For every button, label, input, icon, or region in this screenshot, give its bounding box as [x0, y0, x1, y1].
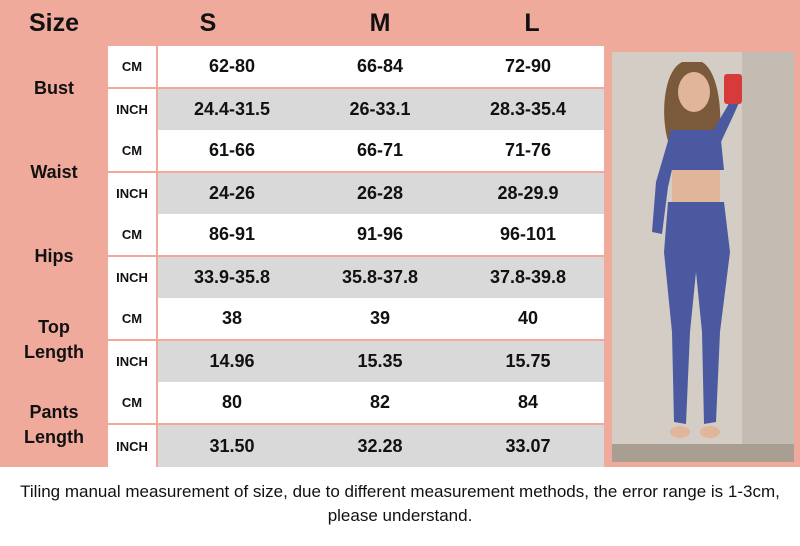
pants-length-cm-m: 82	[369, 392, 391, 412]
size-l-header: L	[524, 9, 540, 37]
size-s-header: S	[199, 9, 217, 37]
pants-length-inch-l: 33.07	[505, 435, 551, 456]
pants-length-cm-unit: CM	[108, 382, 156, 423]
top-length-label-line1: Top	[38, 317, 70, 337]
bust-cm-unit: CM	[108, 46, 156, 87]
waist-cm-l: 71-76	[504, 140, 552, 160]
size-m-header: M	[369, 9, 391, 37]
hips-inch-l: 37.8-39.8	[489, 267, 567, 287]
hips-cm-m: 91-96	[356, 224, 404, 244]
phone	[724, 74, 742, 104]
pants-length-inch-m: 32.28	[357, 435, 403, 456]
model-photo	[612, 52, 794, 462]
model-leggings	[664, 202, 730, 424]
waist-label-text: Waist	[30, 161, 78, 182]
bust-group: Bust CM 62-80 66-84 72-90 INCH 24.4-31.5…	[0, 46, 604, 130]
waist-cm-s: 61-66	[208, 140, 256, 160]
photo-floor	[612, 444, 794, 462]
bust-inch-s: 24.4-31.5	[193, 99, 271, 119]
pants-length-label: Pants Length	[0, 382, 108, 467]
bust-inch-m: 26-33.1	[349, 99, 411, 119]
size-header: Size	[28, 9, 80, 37]
hips-cm-row: 86-91 91-96 96-101	[158, 214, 604, 255]
top-length-inch-l: 15.75	[505, 351, 551, 371]
bust-inch-row: 24.4-31.5 26-33.1 28.3-35.4	[158, 89, 604, 130]
pants-length-cm-l: 84	[517, 392, 539, 412]
bust-label-text: Bust	[34, 77, 74, 98]
pants-length-label-line2: Length	[24, 426, 84, 447]
photo-wall-shadow	[742, 52, 794, 462]
bust-cm-l: 72-90	[504, 56, 552, 76]
model-right-foot	[700, 426, 720, 438]
measurement-note: Tiling manual measurement of size, due t…	[20, 482, 780, 525]
hips-inch-m: 35.8-37.8	[341, 267, 419, 287]
hips-label-text: Hips	[34, 245, 74, 266]
pants-length-inch-s: 31.50	[209, 435, 255, 456]
hips-cm-l: 96-101	[499, 224, 557, 244]
bust-cm-row: 62-80 66-84 72-90	[158, 46, 604, 87]
bust-cm-s: 62-80	[208, 56, 256, 76]
hips-cm-unit: CM	[108, 214, 156, 255]
pants-length-group: Pants Length CM 80 82 84 INCH 31.50 32.2…	[0, 382, 604, 467]
waist-inch-s: 24-26	[208, 183, 256, 203]
hips-inch-s: 33.9-35.8	[193, 267, 271, 287]
model-left-arm	[652, 134, 676, 234]
pants-length-inch-unit: INCH	[108, 425, 156, 467]
top-length-cm-row: 38 39 40	[158, 298, 604, 339]
waist-inch-row: 24-26 26-28 28-29.9	[158, 173, 604, 214]
top-length-group: Top Length CM 38 39 40 INCH 14.96 15.35 …	[0, 298, 604, 382]
top-length-cm-l: 40	[517, 308, 539, 328]
top-length-inch-unit: INCH	[108, 341, 156, 382]
top-length-inch-m: 15.35	[357, 351, 403, 371]
top-length-cm-unit: CM	[108, 298, 156, 339]
top-length-inch-s: 14.96	[209, 351, 255, 371]
top-length-cm-m: 39	[369, 308, 391, 328]
waist-inch-l: 28-29.9	[497, 183, 559, 203]
waist-label: Waist	[0, 130, 108, 214]
pants-length-cm-s: 80	[221, 392, 243, 412]
top-length-label: Top Length	[0, 298, 108, 382]
hips-inch-row: 33.9-35.8 35.8-37.8 37.8-39.8	[158, 257, 604, 298]
waist-cm-unit: CM	[108, 130, 156, 171]
waist-group: Waist CM 61-66 66-71 71-76 INCH 24-26 26…	[0, 130, 604, 214]
top-length-cm-s: 38	[221, 308, 243, 328]
waist-cm-row: 61-66 66-71 71-76	[158, 130, 604, 171]
hips-label: Hips	[0, 214, 108, 298]
top-length-inch-row: 14.96 15.35 15.75	[158, 341, 604, 382]
size-chart: Size S M L Bust CM 62-80 66-84 72-90 INC…	[0, 0, 800, 467]
bust-cm-m: 66-84	[356, 56, 404, 76]
model-left-foot	[670, 426, 690, 438]
pants-length-label-line1: Pants	[29, 401, 79, 422]
waist-inch-m: 26-28	[356, 183, 404, 203]
hips-inch-unit: INCH	[108, 257, 156, 298]
bust-inch-unit: INCH	[108, 89, 156, 130]
pants-length-inch-row: 31.50 32.28 33.07	[158, 425, 604, 467]
model-midriff	[672, 170, 720, 202]
top-length-label-line2: Length	[24, 342, 84, 362]
measurement-table: Bust CM 62-80 66-84 72-90 INCH 24.4-31.5…	[0, 46, 604, 467]
model-face	[678, 72, 710, 112]
hips-cm-s: 86-91	[208, 224, 256, 244]
hips-group: Hips CM 86-91 91-96 96-101 INCH 33.9-35.…	[0, 214, 604, 298]
model-illustration	[612, 52, 794, 462]
waist-inch-unit: INCH	[108, 173, 156, 214]
bust-inch-l: 28.3-35.4	[489, 99, 567, 119]
waist-cm-m: 66-71	[356, 140, 404, 160]
bust-label: Bust	[0, 46, 108, 130]
pants-length-cm-row: 80 82 84	[158, 382, 604, 423]
model-crop-top	[668, 130, 724, 170]
